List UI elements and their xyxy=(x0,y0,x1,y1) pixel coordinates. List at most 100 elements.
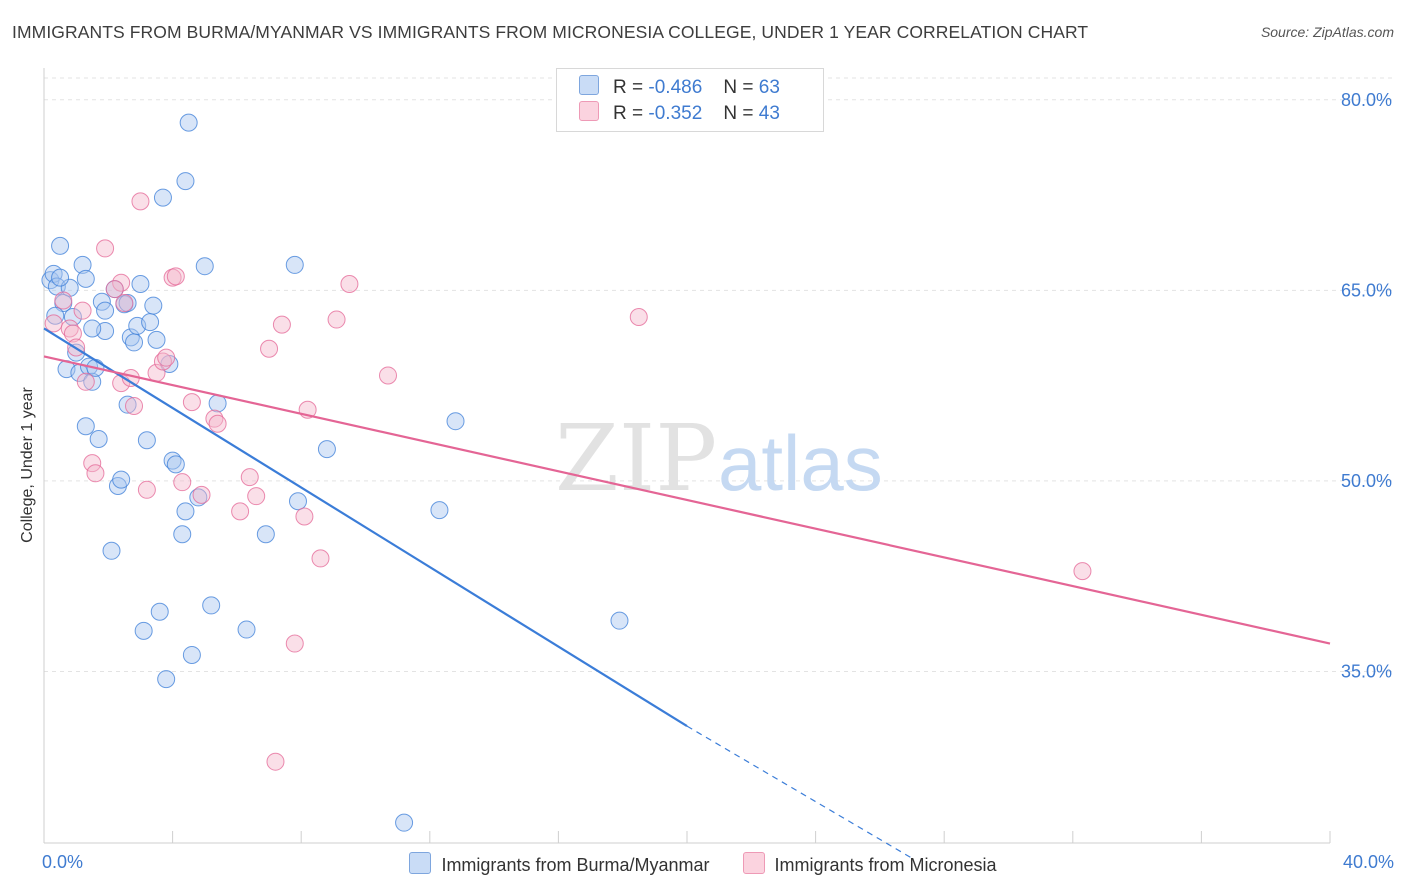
chart-title: IMMIGRANTS FROM BURMA/MYANMAR VS IMMIGRA… xyxy=(12,22,1089,42)
point-burma xyxy=(147,330,166,349)
legend-swatch-micronesia xyxy=(579,101,599,121)
point-micronesia xyxy=(272,315,291,334)
point-micronesia xyxy=(327,310,346,329)
point-micronesia xyxy=(96,239,115,258)
y-tick-label: 50.0% xyxy=(1341,471,1392,491)
point-burma xyxy=(73,255,92,274)
legend-n-label: N = xyxy=(723,77,754,98)
point-micronesia xyxy=(86,464,105,483)
legend-r-value-micronesia: -0.352 xyxy=(648,103,703,124)
trend-lines xyxy=(43,327,1331,859)
point-burma xyxy=(96,301,115,320)
point-burma xyxy=(285,255,304,274)
x-tick-min: 0.0% xyxy=(42,852,84,872)
point-micronesia xyxy=(63,324,82,343)
y-tick-label: 65.0% xyxy=(1341,280,1392,300)
point-micronesia xyxy=(295,507,314,526)
point-burma xyxy=(446,412,465,431)
point-burma xyxy=(141,313,160,332)
point-micronesia xyxy=(247,487,266,506)
legend-label-burma: Immigrants from Burma/Myanmar xyxy=(441,855,710,875)
point-micronesia xyxy=(173,473,192,492)
watermark: ZIP atlas xyxy=(555,405,883,512)
series-legend: Immigrants from Burma/Myanmar Immigrants… xyxy=(0,852,1406,876)
legend-r-label: R = xyxy=(613,77,644,98)
point-micronesia xyxy=(260,339,279,358)
point-micronesia xyxy=(137,480,156,499)
legend-n-label: N = xyxy=(723,103,754,124)
point-burma xyxy=(137,431,156,450)
point-micronesia xyxy=(629,308,648,327)
watermark-zip: ZIP xyxy=(555,405,717,512)
grid-lines xyxy=(44,77,1392,672)
point-micronesia xyxy=(157,348,176,367)
point-burma xyxy=(395,813,414,832)
point-burma xyxy=(83,372,102,391)
point-micronesia xyxy=(182,393,201,412)
legend-item-burma: Immigrants from Burma/Myanmar xyxy=(409,852,710,876)
point-micronesia xyxy=(379,366,398,385)
point-burma xyxy=(173,525,192,544)
legend-swatch-burma-bottom xyxy=(409,852,432,874)
watermark-atlas: atlas xyxy=(718,419,883,507)
legend-swatch-micronesia-bottom xyxy=(742,852,765,874)
point-burma xyxy=(179,113,198,132)
point-micronesia xyxy=(208,414,227,433)
source-credit: Source: ZipAtlas.com xyxy=(1260,24,1394,40)
point-micronesia xyxy=(44,314,63,333)
point-burma xyxy=(89,429,108,448)
point-micronesia xyxy=(285,634,304,653)
point-burma xyxy=(134,621,153,640)
point-micronesia xyxy=(112,273,131,292)
point-burma xyxy=(83,319,102,338)
point-burma xyxy=(157,670,176,689)
legend-swatch-burma xyxy=(579,75,599,95)
point-burma xyxy=(182,645,201,664)
point-micronesia xyxy=(266,752,285,771)
point-burma xyxy=(150,602,169,621)
point-micronesia xyxy=(125,396,144,415)
point-micronesia xyxy=(205,409,224,428)
point-micronesia xyxy=(166,267,185,286)
point-burma xyxy=(202,596,221,615)
y-tick-labels: 35.0% 50.0% 65.0% 80.0% xyxy=(1341,90,1392,682)
point-micronesia xyxy=(115,294,134,313)
point-micronesia xyxy=(340,274,359,293)
point-burma xyxy=(176,172,195,191)
point-micronesia xyxy=(73,301,92,320)
trend-line-burma xyxy=(43,327,688,728)
point-micronesia xyxy=(54,291,73,310)
point-burma xyxy=(51,268,70,287)
point-micronesia xyxy=(1073,562,1092,581)
point-micronesia xyxy=(192,485,211,504)
point-micronesia xyxy=(231,502,250,521)
point-micronesia xyxy=(311,549,330,568)
point-micronesia xyxy=(240,468,259,487)
point-burma xyxy=(256,525,275,544)
legend-r-label: R = xyxy=(613,103,644,124)
legend-r-value-burma: -0.486 xyxy=(648,77,703,98)
point-micronesia xyxy=(131,192,150,211)
point-burma xyxy=(118,395,137,414)
legend-row-micronesia: R = -0.352 N = 43 xyxy=(579,101,780,127)
legend-label-micronesia: Immigrants from Micronesia xyxy=(774,855,997,875)
legend-n-value-micronesia: 43 xyxy=(758,103,780,124)
point-burma xyxy=(144,296,163,315)
point-micronesia xyxy=(83,454,102,473)
point-micronesia xyxy=(76,372,95,391)
point-burma xyxy=(176,502,195,521)
data-points xyxy=(41,113,1092,832)
y-tick-label: 35.0% xyxy=(1341,661,1392,681)
point-burma xyxy=(153,188,172,207)
point-burma xyxy=(125,333,144,352)
y-tick-label: 80.0% xyxy=(1341,90,1392,110)
point-burma xyxy=(430,501,449,520)
point-burma xyxy=(131,274,150,293)
point-burma xyxy=(121,328,140,347)
point-burma xyxy=(76,269,95,288)
point-burma xyxy=(51,236,70,255)
point-burma xyxy=(195,257,214,276)
point-burma xyxy=(288,492,307,511)
point-burma xyxy=(189,488,208,507)
trend-line-burma-extension xyxy=(686,725,913,859)
